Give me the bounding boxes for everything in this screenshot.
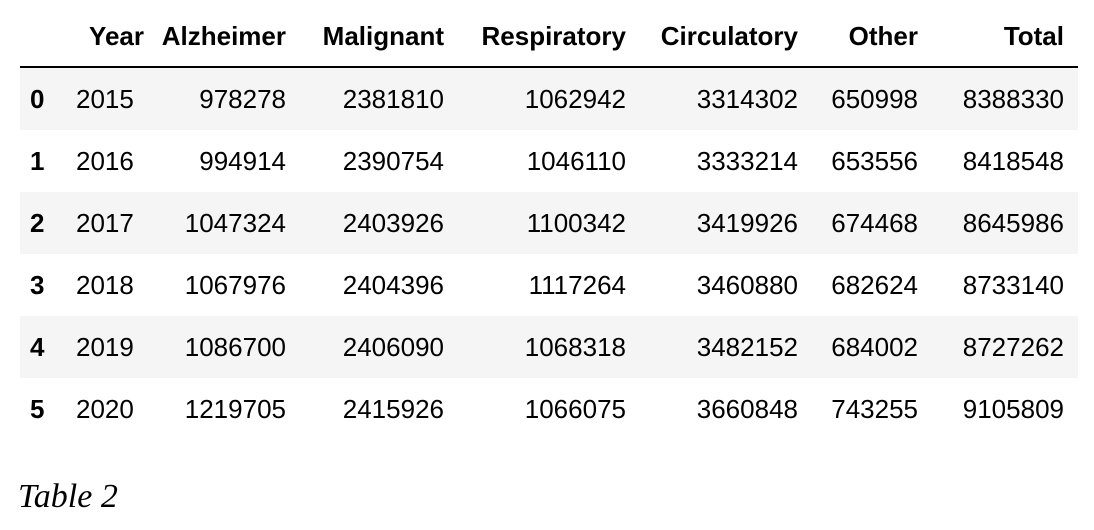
cell-circulatory: 3419926 (696, 207, 798, 238)
column-header-respiratory: Respiratory (458, 6, 640, 68)
table-row: 2 2017 1047324 2403926 1100342 3419926 6… (20, 192, 1078, 254)
table-row: 3 2018 1067976 2404396 1117264 3460880 6… (20, 254, 1078, 316)
column-header-total: Total (932, 6, 1078, 68)
cell-alzheimer: 1067976 (184, 269, 286, 300)
cell-alzheimer: 994914 (199, 145, 286, 176)
cell-malignant: 2415926 (342, 393, 444, 424)
cell-year: 2019 (76, 331, 134, 362)
table-row: 4 2019 1086700 2406090 1068318 3482152 6… (20, 316, 1078, 378)
column-header-malignant: Malignant (300, 6, 458, 68)
cell-malignant: 2404396 (342, 269, 444, 300)
cell-other: 650998 (831, 83, 918, 114)
cell-respiratory: 1046110 (526, 145, 626, 176)
row-index: 5 (30, 393, 45, 424)
cell-circulatory: 3482152 (696, 331, 798, 362)
header-row: Year Alzheimer Malignant Respiratory Cir… (20, 6, 1078, 68)
cell-alzheimer: 1047324 (184, 207, 286, 238)
cell-year: 2018 (76, 269, 134, 300)
cell-other: 653556 (831, 145, 918, 176)
cell-other: 684002 (831, 331, 918, 362)
cell-total: 8418548 (962, 145, 1064, 176)
cell-total: 8733140 (962, 269, 1064, 300)
cell-respiratory: 1068318 (524, 331, 626, 362)
cell-circulatory: 3314302 (696, 83, 798, 114)
cell-other: 682624 (831, 269, 918, 300)
column-header-other: Other (812, 6, 932, 68)
cell-other: 674468 (831, 207, 918, 238)
cell-respiratory: 1066075 (524, 393, 626, 424)
cell-respiratory: 1100342 (526, 207, 626, 238)
cell-respiratory: 1117264 (528, 269, 626, 300)
column-header-year: Year (70, 6, 144, 68)
cell-year: 2017 (76, 207, 134, 238)
cell-total: 8727262 (962, 331, 1064, 362)
row-index: 0 (30, 83, 45, 114)
cell-total: 8388330 (962, 83, 1064, 114)
cell-other: 743255 (831, 393, 918, 424)
cell-total: 8645986 (962, 207, 1064, 238)
row-index: 2 (30, 207, 45, 238)
cell-year: 2015 (76, 83, 134, 114)
table-row: 1 2016 994914 2390754 1046110 3333214 65… (20, 130, 1078, 192)
cell-alzheimer: 1219705 (184, 393, 286, 424)
table-caption: Table 2 (18, 478, 118, 515)
cell-malignant: 2390754 (342, 145, 444, 176)
cell-malignant: 2403926 (342, 207, 444, 238)
dataframe-table: Year Alzheimer Malignant Respiratory Cir… (20, 6, 1078, 440)
cell-total: 9105809 (962, 393, 1064, 424)
index-header (20, 6, 70, 68)
row-index: 4 (30, 331, 45, 362)
cell-respiratory: 1062942 (524, 83, 626, 114)
table-row: 5 2020 1219705 2415926 1066075 3660848 7… (20, 378, 1078, 440)
row-index: 3 (30, 269, 45, 300)
row-index: 1 (30, 145, 45, 176)
cell-malignant: 2381810 (342, 83, 444, 114)
cell-circulatory: 3460880 (696, 269, 798, 300)
column-header-alzheimer: Alzheimer (144, 6, 300, 68)
column-header-circulatory: Circulatory (640, 6, 812, 68)
cell-year: 2016 (76, 145, 134, 176)
table-row: 0 2015 978278 2381810 1062942 3314302 65… (20, 67, 1078, 130)
cell-alzheimer: 1086700 (184, 331, 286, 362)
cell-circulatory: 3660848 (696, 393, 798, 424)
cell-alzheimer: 978278 (199, 83, 286, 114)
cell-malignant: 2406090 (342, 331, 444, 362)
cell-circulatory: 3333214 (696, 145, 798, 176)
cell-year: 2020 (76, 393, 134, 424)
